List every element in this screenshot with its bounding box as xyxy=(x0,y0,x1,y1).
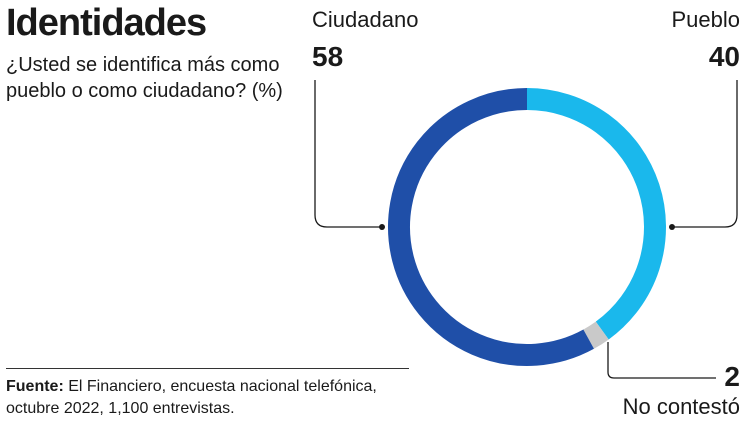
slice-ciudadano xyxy=(388,88,594,366)
source-label: Fuente: xyxy=(6,378,64,395)
slice-no-contesto xyxy=(583,321,609,349)
label-pueblo-name: Pueblo xyxy=(671,7,740,32)
leader-no-contesto xyxy=(607,342,716,379)
label-no-contesto-value: 2 xyxy=(724,361,740,392)
source-divider xyxy=(6,368,409,369)
chart-title: Identidades xyxy=(6,2,207,44)
source-note: Fuente: El Financiero, encuesta nacional… xyxy=(6,376,426,420)
label-ciudadano-value: 58 xyxy=(312,41,343,72)
leader-pueblo-dot xyxy=(669,224,675,230)
label-ciudadano-name: Ciudadano xyxy=(312,7,418,32)
leader-ciudadano-dot xyxy=(379,224,385,230)
label-pueblo-value: 40 xyxy=(709,41,740,72)
source-text: El Financiero, encuesta nacional telefón… xyxy=(6,378,377,417)
leader-ciudadano xyxy=(314,80,382,228)
leader-pueblo xyxy=(672,80,738,228)
label-no-contesto-name: No contestó xyxy=(623,394,740,419)
slice-pueblo xyxy=(526,88,666,340)
chart-subtitle: ¿Usted se identifica más como pueblo o c… xyxy=(6,54,283,102)
